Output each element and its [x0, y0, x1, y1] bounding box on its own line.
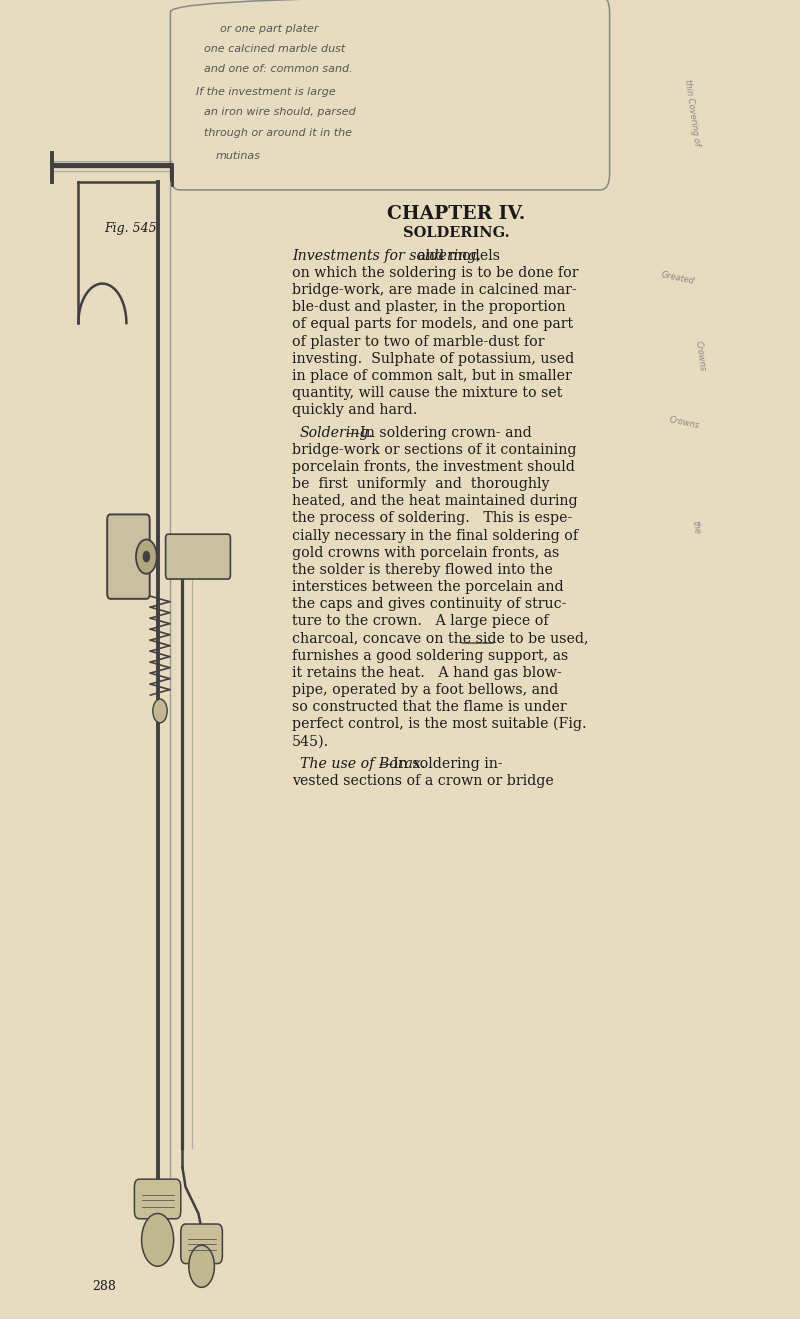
Text: and one of: common sand.: and one of: common sand.	[204, 63, 353, 74]
FancyBboxPatch shape	[166, 534, 230, 579]
Text: If the investment is large: If the investment is large	[196, 87, 336, 98]
Text: ble-dust and plaster, in the proportion: ble-dust and plaster, in the proportion	[292, 301, 566, 314]
Text: through or around it in the: through or around it in the	[204, 128, 352, 138]
Text: the process of soldering.   This is espe-: the process of soldering. This is espe-	[292, 512, 572, 525]
Text: or one part plater: or one part plater	[220, 24, 318, 34]
Text: it retains the heat.   A hand gas blow-: it retains the heat. A hand gas blow-	[292, 666, 562, 679]
Text: Soldering.: Soldering.	[300, 426, 374, 439]
Text: —In soldering in-: —In soldering in-	[379, 757, 502, 770]
Text: —In soldering crown- and: —In soldering crown- and	[346, 426, 532, 439]
Circle shape	[142, 1213, 174, 1266]
Text: SOLDERING.: SOLDERING.	[402, 227, 510, 240]
Text: vested sections of a crown or bridge: vested sections of a crown or bridge	[292, 774, 554, 787]
Text: 288: 288	[92, 1279, 116, 1293]
Text: interstices between the porcelain and: interstices between the porcelain and	[292, 580, 564, 594]
Text: pipe, operated by a foot bellows, and: pipe, operated by a foot bellows, and	[292, 683, 558, 696]
Text: and models: and models	[413, 249, 500, 262]
Text: bridge-work or sections of it containing: bridge-work or sections of it containing	[292, 443, 577, 456]
Text: Fig. 545.: Fig. 545.	[104, 222, 161, 235]
Text: charcoal, concave on the side to be used,: charcoal, concave on the side to be used…	[292, 632, 589, 645]
Text: gold crowns with porcelain fronts, as: gold crowns with porcelain fronts, as	[292, 546, 559, 559]
Text: Investments for soldering,: Investments for soldering,	[292, 249, 481, 262]
Circle shape	[189, 1245, 214, 1287]
Text: the: the	[690, 520, 702, 536]
Text: Greated: Greated	[660, 269, 695, 286]
Text: CHAPTER IV.: CHAPTER IV.	[387, 204, 525, 223]
Text: heated, and the heat maintained during: heated, and the heat maintained during	[292, 495, 578, 508]
Text: investing.  Sulphate of potassium, used: investing. Sulphate of potassium, used	[292, 352, 574, 365]
Text: Crowns: Crowns	[694, 340, 706, 372]
Text: of plaster to two of marble-dust for: of plaster to two of marble-dust for	[292, 335, 545, 348]
Text: mutinas: mutinas	[216, 150, 261, 161]
Text: of equal parts for models, and one part: of equal parts for models, and one part	[292, 318, 573, 331]
Text: on which the soldering is to be done for: on which the soldering is to be done for	[292, 266, 578, 280]
Text: in place of common salt, but in smaller: in place of common salt, but in smaller	[292, 369, 572, 383]
Circle shape	[143, 551, 150, 562]
Text: one calcined marble dust: one calcined marble dust	[204, 44, 346, 54]
Text: furnishes a good soldering support, as: furnishes a good soldering support, as	[292, 649, 568, 662]
Text: the solder is thereby flowed into the: the solder is thereby flowed into the	[292, 563, 553, 576]
Text: bridge-work, are made in calcined mar-: bridge-work, are made in calcined mar-	[292, 284, 577, 297]
Text: porcelain fronts, the investment should: porcelain fronts, the investment should	[292, 460, 575, 474]
FancyBboxPatch shape	[181, 1224, 222, 1264]
Text: the caps and gives continuity of struc-: the caps and gives continuity of struc-	[292, 598, 566, 611]
Text: so constructed that the flame is under: so constructed that the flame is under	[292, 700, 566, 714]
FancyBboxPatch shape	[107, 514, 150, 599]
FancyBboxPatch shape	[134, 1179, 181, 1219]
Text: cially necessary in the final soldering of: cially necessary in the final soldering …	[292, 529, 578, 542]
Text: thin Covering of: thin Covering of	[683, 78, 701, 146]
Text: quickly and hard.: quickly and hard.	[292, 404, 418, 417]
Text: be  first  uniformly  and  thoroughly: be first uniformly and thoroughly	[292, 477, 550, 491]
Text: Crowns: Crowns	[668, 415, 700, 431]
Text: The use of Borax.: The use of Borax.	[300, 757, 426, 770]
Text: ture to the crown.   A large piece of: ture to the crown. A large piece of	[292, 615, 549, 628]
Text: perfect control, is the most suitable (Fig.: perfect control, is the most suitable (F…	[292, 718, 586, 731]
Text: 545).: 545).	[292, 735, 330, 748]
Text: quantity, will cause the mixture to set: quantity, will cause the mixture to set	[292, 386, 562, 400]
Circle shape	[153, 699, 167, 723]
Circle shape	[136, 539, 157, 574]
Text: an iron wire should, parsed: an iron wire should, parsed	[204, 107, 356, 117]
